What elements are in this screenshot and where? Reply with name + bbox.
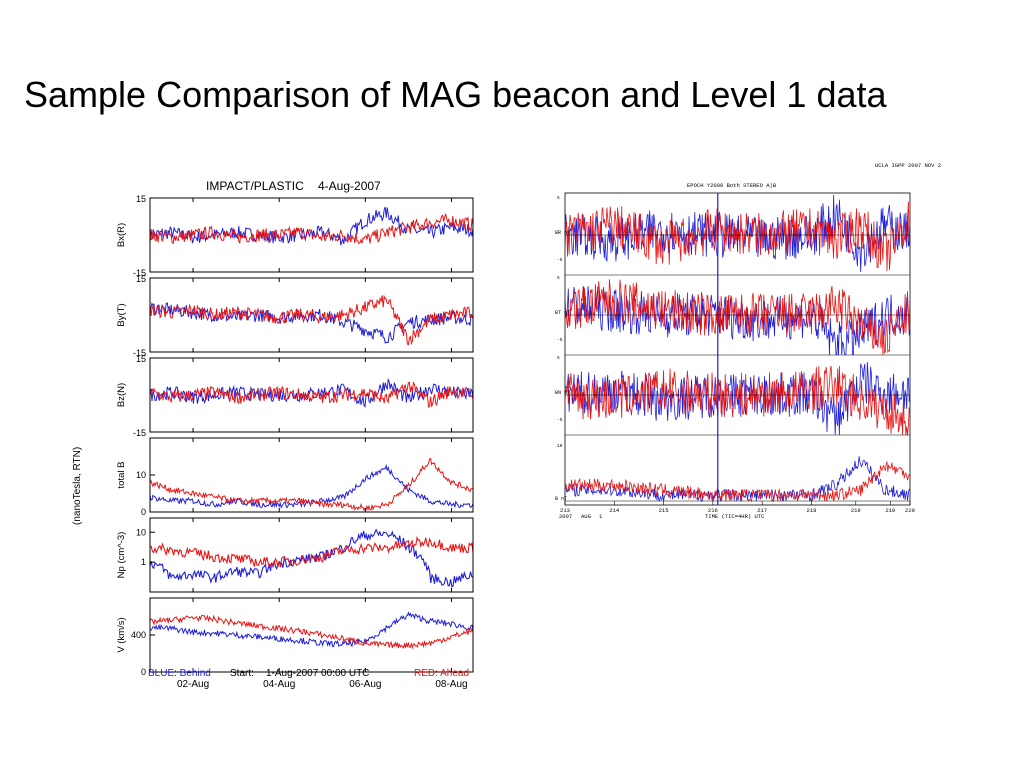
right-figure-stamp: UCLA IGPP 2007 NOV 2 [875, 162, 941, 169]
left-panel-3-frame [149, 357, 474, 433]
left-panel-2-ytick: -15 [133, 348, 146, 358]
left-panel-1-ytick: -15 [133, 268, 146, 278]
left-panel-1-ylabel: Bx(R) [116, 223, 127, 247]
right-panel-3-ylabel: BN nT [555, 390, 570, 396]
right-panel-4-behind-series [565, 456, 910, 503]
right-panel-4-ahead-series [565, 460, 910, 503]
right-xtick-label: 218 [806, 507, 816, 514]
right-panel-2-ytick: -5 [557, 337, 563, 343]
right-xtick-label: 219 [885, 507, 895, 514]
right-panel-2-ahead-series [565, 279, 910, 355]
legend-ahead: RED: Ahead [414, 668, 469, 679]
left-xtick-label: 02-Aug [177, 679, 209, 690]
left-xtick-label: 06-Aug [349, 679, 381, 690]
right-panel-2-ytick: 5 [557, 275, 560, 281]
left-panel-6-ytick: 400 [131, 630, 146, 640]
right-panel-1-ytick: -5 [557, 257, 563, 263]
right-xtick-label: 213 [560, 507, 570, 514]
mag-beacon-figure: UCLA IGPP 2007 NOV 2 EPOCH Y2000 Both ST… [555, 162, 941, 520]
right-xtick-label: 214 [609, 507, 620, 514]
left-figure-header-date: 4-Aug-2007 [318, 179, 381, 193]
right-panel-4-ytick: 10 [557, 443, 563, 449]
left-panel-5-ytick: 10 [136, 527, 146, 537]
left-panel-5-ahead-series [150, 535, 473, 569]
right-panel-3-ahead-series [565, 365, 910, 435]
right-panel-1-ylabel: BR nT [555, 230, 570, 236]
left-panel-1-ytick: 15 [136, 194, 146, 204]
right-panel-1-ahead-series [565, 201, 910, 272]
right-panel-3: BN nT 5 -5 [555, 355, 910, 436]
right-xtick-label: 216 [708, 507, 718, 514]
left-panel-5-frame [149, 517, 474, 593]
right-figure-header: EPOCH Y2000 Both STEREO A|B [687, 182, 777, 189]
left-panel-2-ytick: 15 [136, 274, 146, 284]
left-panel-4-ytick: 0 [141, 507, 146, 517]
left-panel-3-ylabel: Bz(N) [116, 383, 127, 407]
left-panel-3-ytick: 15 [136, 354, 146, 364]
right-panel-1-behind-series [565, 195, 910, 273]
right-start-year: 2007 [559, 513, 572, 520]
right-x-axis-label: TIME (TIC=4HR) UTC [705, 513, 765, 520]
left-panel-5-ylabel: Np (cm^-3) [116, 532, 127, 579]
left-panel-5-ytick: 1 [141, 557, 146, 567]
impact-plastic-figure: IMPACT/PLASTIC 4-Aug-2007 (nanoTesla, RT… [72, 179, 474, 690]
left-x-tick-labels: 02-Aug 04-Aug 06-Aug 08-Aug [177, 679, 468, 690]
left-panel-2-behind-series [150, 301, 473, 344]
right-panel-3-ytick: 5 [557, 355, 560, 361]
left-panel-3-ytick: -15 [133, 428, 146, 438]
left-panel-4-behind-series [150, 463, 473, 509]
left-panel-4-ytick: 10 [136, 470, 146, 480]
slide-title: Sample Comparison of MAG beacon and Leve… [24, 74, 887, 115]
left-panel-6: 400 0 V (km/s) [116, 597, 474, 677]
right-panel-3-ytick: -5 [557, 417, 563, 423]
start-label: Start: [230, 668, 254, 679]
right-panel-3-behind-series [565, 361, 910, 435]
right-panel-2-ylabel: BT nT [555, 310, 570, 316]
left-panel-6-ahead-series [150, 614, 473, 650]
right-xtick-label: 217 [757, 507, 767, 514]
left-panel-2-ylabel: By(T) [116, 303, 127, 326]
right-panel-4: B nT 10 [555, 443, 910, 503]
left-panel-4-ahead-series [150, 457, 473, 512]
left-panel-6-frame [149, 597, 474, 673]
right-panel-1: BR nT 5 -5 [555, 195, 910, 276]
right-xtick-label: 215 [659, 507, 669, 514]
left-xtick-label: 08-Aug [435, 679, 467, 690]
left-panel-6-ytick: 0 [141, 667, 146, 677]
right-start-day: 1 [599, 513, 603, 520]
left-panel-4-ylabel: total B [116, 462, 127, 489]
left-panel-6-ylabel: V (km/s) [116, 617, 127, 652]
right-panel-4-ylabel: B nT [555, 496, 567, 502]
left-panel-2-ahead-series [150, 294, 473, 346]
right-xtick-label: 219 [851, 507, 861, 514]
left-panel-2: 15 -15 By(T) [116, 274, 474, 358]
left-panel-1-frame [149, 197, 474, 273]
left-panel-6-behind-series [150, 611, 473, 648]
left-panel-4: 10 0 total B [116, 437, 474, 517]
left-panel-3-behind-series [150, 377, 473, 408]
y-group-label: (nanoTesla, RTN) [72, 447, 83, 525]
right-xtick-label: 220 [905, 507, 915, 514]
right-panel-2: BT nT 5 -5 [555, 275, 910, 356]
left-panel-5: 10 1 Np (cm^-3) [116, 517, 474, 593]
right-start-month: AUG [581, 513, 591, 520]
left-figure-header: IMPACT/PLASTIC [206, 179, 304, 193]
right-panel-1-ytick: 5 [557, 195, 560, 201]
left-panel-3: 15 -15 Bz(N) [116, 354, 474, 438]
left-panel-1-ahead-series [150, 212, 473, 245]
left-panel-3-ahead-series [150, 381, 473, 409]
right-x-tick-labels: 213 214 215 216 217 218 219 219 220 [560, 501, 915, 514]
left-panel-1: 15 -15 Bx(R) [116, 194, 474, 278]
legend-behind: BLUE: Behind [148, 668, 211, 679]
right-panels: BR nT 5 -5 BT nT 5 -5 BN nT 5 -5 B nT 10 [555, 192, 911, 506]
right-frame [564, 192, 911, 506]
left-xtick-label: 04-Aug [263, 679, 295, 690]
left-panel-2-frame [149, 277, 474, 353]
start-value: 1-Aug-2007 00:00 UTC [266, 668, 369, 679]
